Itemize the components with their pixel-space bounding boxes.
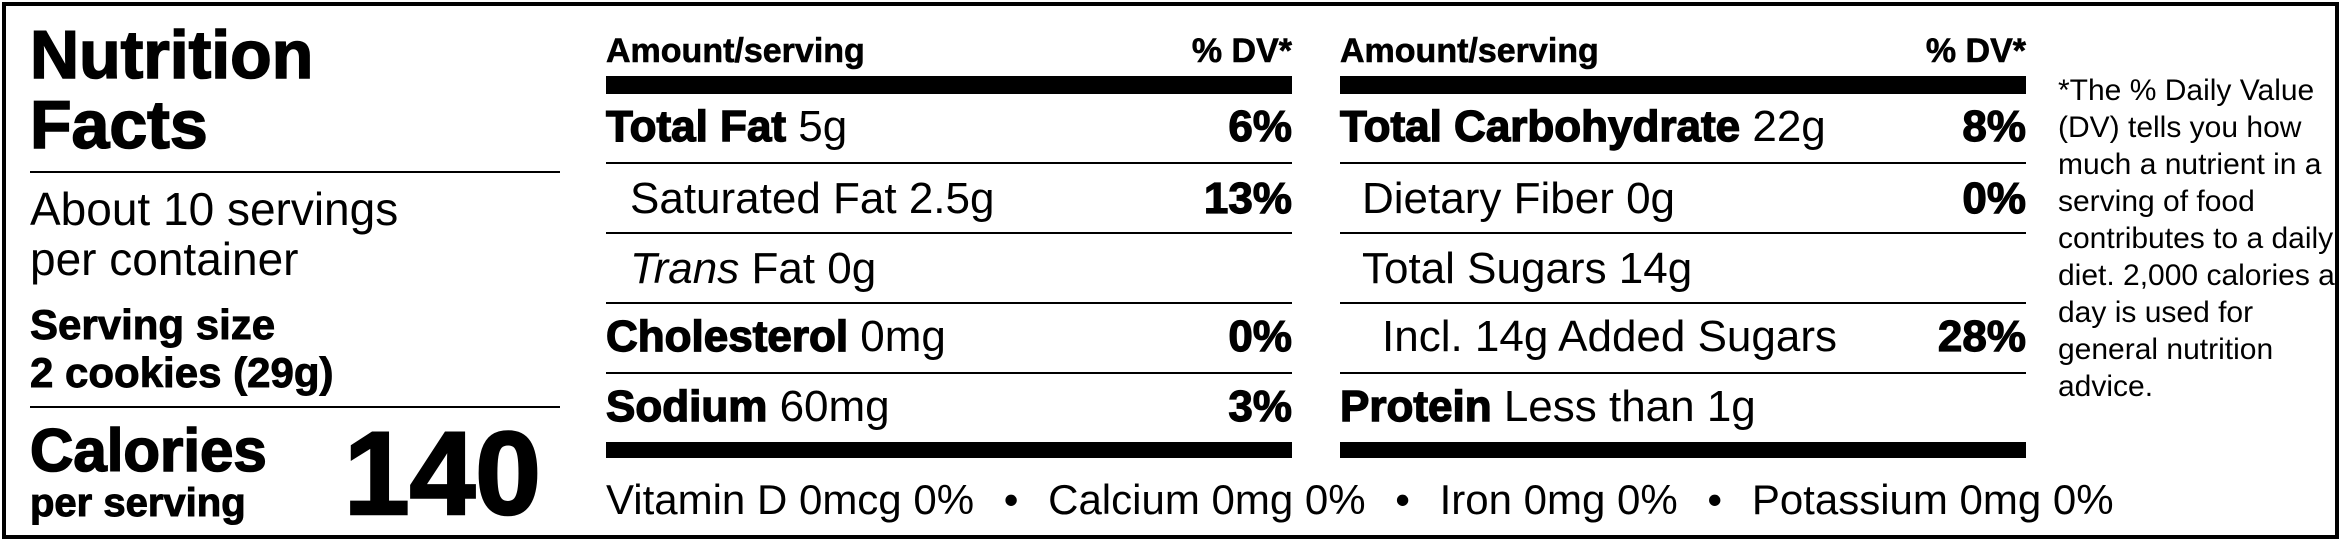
dietary-fiber-dv: 0%: [1962, 173, 2027, 223]
sodium-dv: 3%: [1228, 381, 1293, 431]
total-carb-label: Total Carbohydrate: [1339, 101, 1741, 151]
right-row-divider: [1340, 162, 2026, 164]
right-row-divider: [1340, 302, 2026, 304]
right-row-divider: [1340, 232, 2026, 234]
separator-bullet: •: [1003, 476, 1019, 523]
total-carb-row: Total Carbohydrate 22g: [1339, 101, 1826, 152]
left-row-divider: [606, 302, 1292, 304]
right-header-bar: [1340, 76, 2026, 94]
protein-row: Protein Less than 1g: [1339, 381, 1756, 432]
dietary-fiber-label: Dietary Fiber 0g: [1362, 174, 1676, 223]
left-row-divider: [606, 232, 1292, 234]
cholesterol-amount: 0mg: [860, 312, 946, 361]
protein-amount: Less than 1g: [1503, 382, 1756, 431]
total-fat-amount: 5g: [798, 102, 848, 151]
cholesterol-dv: 0%: [1228, 311, 1293, 361]
serving-divider: [30, 406, 560, 408]
left-bottom-bar: [606, 442, 1292, 458]
vitamins-row: Vitamin D 0mcg 0% • Calcium 0mg 0% • Iro…: [606, 476, 2114, 524]
total-fat-row: Total Fat 5g: [605, 101, 848, 152]
calories-label: Calories: [29, 417, 267, 484]
left-header-amount: Amount/serving: [606, 32, 865, 71]
right-bottom-bar: [1340, 442, 2026, 458]
serving-size-label: Serving size: [30, 301, 276, 348]
trans-fat-italic: Trans: [630, 244, 740, 293]
total-fat-label: Total Fat: [605, 101, 787, 151]
sodium-amount: 60mg: [779, 382, 890, 431]
trans-fat-row: Trans Fat 0g: [630, 244, 876, 294]
sodium-row: Sodium 60mg: [605, 381, 890, 432]
servings-line-2: per container: [30, 233, 299, 285]
servings-line-1: About 10 servings: [30, 183, 399, 235]
total-sugars-label: Total Sugars 14g: [1362, 244, 1693, 293]
right-header-amount: Amount/serving: [1340, 32, 1599, 71]
saturated-fat-dv: 13%: [1203, 173, 1292, 223]
iron: Iron 0mg 0%: [1439, 476, 1678, 523]
calcium: Calcium 0mg 0%: [1048, 476, 1366, 523]
total-carb-dv: 8%: [1962, 101, 2027, 151]
nutrition-facts-label: Nutrition Facts About 10 servings per co…: [2, 2, 2339, 539]
calories-sub-label: per serving: [30, 481, 247, 525]
calories-value: 140: [343, 408, 542, 540]
total-carb-amount: 22g: [1752, 102, 1826, 151]
potassium: Potassium 0mg 0%: [1751, 476, 2114, 523]
separator-bullet: •: [1707, 476, 1723, 523]
title-line-1: Nutrition: [29, 17, 314, 93]
added-sugars-label: Incl. 14g Added Sugars: [1382, 312, 1837, 361]
left-row-divider: [606, 372, 1292, 374]
saturated-fat-label: Saturated Fat 2.5g: [630, 174, 995, 223]
separator-bullet: •: [1395, 476, 1410, 523]
daily-value-footnote: *The % Daily Value (DV) tells you how mu…: [2058, 74, 2335, 403]
serving-size-value: 2 cookies (29g): [30, 349, 334, 396]
added-sugars-dv: 28%: [1937, 311, 2026, 361]
title-divider: [30, 171, 560, 173]
left-header-bar: [606, 76, 1292, 94]
title-line-2: Facts: [29, 87, 208, 163]
sodium-label: Sodium: [605, 381, 768, 431]
cholesterol-row: Cholesterol 0mg: [605, 311, 946, 362]
left-header-dv: % DV*: [1191, 32, 1293, 71]
trans-fat-rest: Fat 0g: [751, 244, 877, 293]
left-row-divider: [606, 162, 1292, 164]
protein-label: Protein: [1339, 381, 1492, 431]
right-header-dv: % DV*: [1925, 32, 2027, 71]
total-fat-dv: 6%: [1228, 101, 1293, 151]
right-row-divider: [1340, 372, 2026, 374]
vitamin-d: Vitamin D 0mcg 0%: [606, 476, 975, 523]
cholesterol-label: Cholesterol: [605, 311, 849, 361]
